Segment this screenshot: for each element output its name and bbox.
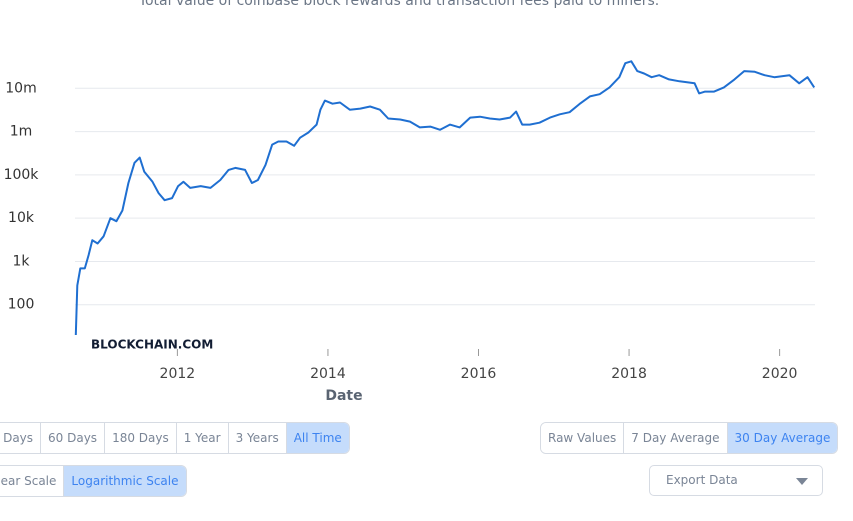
y-tick-label: 1k	[12, 253, 30, 269]
button[interactable]: 180 Days	[105, 423, 177, 453]
button[interactable]: 1 Year	[176, 423, 229, 453]
chart: Total value of coinbase block rewards an…	[4, 0, 816, 404]
y-tick-label: 1m	[10, 124, 33, 140]
button[interactable]: 30 Day Average	[727, 423, 838, 453]
button[interactable]: 3 Years	[228, 423, 287, 453]
x-tick-label: 2016	[461, 366, 497, 382]
button[interactable]: Linear Scale	[0, 466, 65, 496]
watermark: BLOCKCHAIN.COM	[91, 338, 213, 352]
button[interactable]: 60 Days	[41, 423, 106, 453]
button[interactable]: 30 Days	[0, 423, 42, 453]
x-tick-label: 2014	[310, 366, 346, 382]
dropdown-arrow	[796, 478, 808, 485]
x-tick-label: 2020	[762, 366, 798, 382]
chart-subtitle: Total value of coinbase block rewards an…	[138, 0, 659, 9]
average-group: Raw Values 7 Day Average 30 Day Average	[540, 422, 839, 454]
x-axis-label: Date	[325, 388, 362, 404]
button[interactable]: 7 Day Average	[624, 423, 728, 453]
export-label: Export Data	[666, 473, 738, 487]
button[interactable]: Raw Values	[541, 423, 625, 453]
y-tick-label: 100	[8, 297, 35, 313]
y-tick-label: 10m	[5, 80, 36, 96]
y-tick-label: 100k	[4, 167, 40, 183]
button[interactable]: Logarithmic Scale	[64, 466, 186, 496]
export-dropdown[interactable]: Export Data	[649, 465, 823, 496]
x-tick-label: 2018	[611, 366, 647, 382]
button[interactable]: All Time	[286, 423, 349, 453]
x-tick-label: 2012	[160, 366, 196, 382]
data-line	[74, 60, 816, 336]
y-tick-label: 10k	[8, 210, 35, 226]
